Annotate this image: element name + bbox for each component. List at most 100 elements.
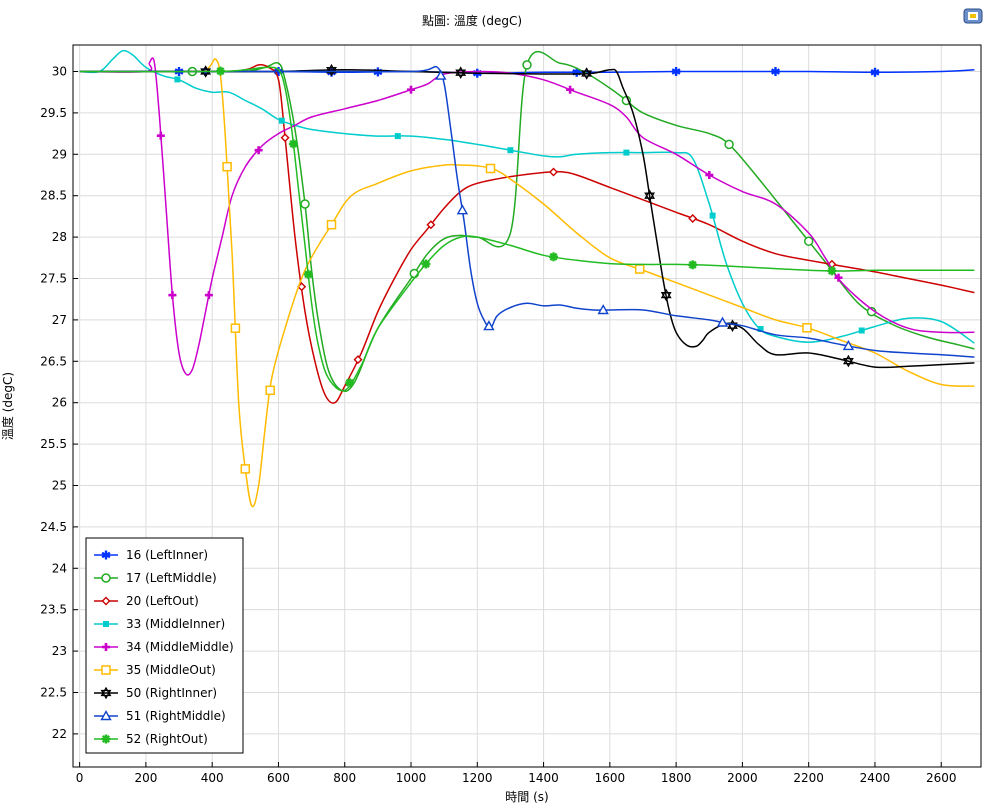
data-point-marker — [278, 117, 285, 124]
y-tick-label: 27 — [52, 313, 67, 327]
series-7 — [79, 65, 975, 358]
data-point-marker — [394, 133, 401, 140]
data-point-marker — [345, 378, 355, 388]
x-tick-label: 1000 — [396, 771, 427, 785]
data-point-marker — [724, 139, 734, 150]
y-tick-label: 24 — [52, 561, 67, 575]
legend-label: 20 (LeftOut) — [126, 594, 199, 608]
data-point-marker — [200, 65, 212, 78]
y-tick-label: 30 — [52, 64, 67, 78]
legend-label: 16 (LeftInner) — [126, 548, 208, 562]
legend-marker — [100, 686, 112, 700]
data-point-marker — [803, 236, 814, 246]
y-axis-label: 溫度 (degC) — [0, 372, 15, 440]
y-tick-label: 24.5 — [40, 520, 67, 534]
legend-item: 17 (LeftMiddle) — [94, 571, 217, 585]
series-line — [79, 49, 975, 344]
data-point-marker — [483, 320, 495, 331]
x-tick-label: 0 — [76, 771, 84, 785]
x-tick-label: 1200 — [462, 771, 493, 785]
y-tick-label: 22.5 — [40, 685, 67, 699]
legend-box — [85, 537, 244, 754]
data-point-marker — [566, 85, 575, 94]
legend: 16 (LeftInner) 17 (LeftMiddle) 20 (LeftOut… — [85, 537, 244, 754]
data-point-marker — [254, 146, 263, 155]
x-tick-label: 200 — [134, 771, 157, 785]
y-tick-label: 28 — [52, 230, 67, 244]
data-point-marker — [204, 291, 213, 300]
data-point-marker — [421, 259, 431, 269]
x-tick-label: 400 — [201, 771, 224, 785]
legend-marker — [101, 734, 111, 744]
x-tick-label: 2600 — [926, 771, 957, 785]
data-point-marker — [858, 327, 865, 334]
series-6 — [79, 63, 975, 369]
data-point-marker — [688, 260, 698, 270]
data-point-marker — [280, 133, 290, 143]
series-layer — [79, 49, 975, 508]
data-point-marker — [709, 212, 716, 219]
data-point-marker — [671, 67, 681, 76]
data-point-marker — [549, 167, 558, 177]
x-tick-label: 2200 — [793, 771, 824, 785]
legend-label: 33 (MiddleInner) — [126, 617, 225, 631]
export-image-button[interactable] — [963, 8, 983, 24]
legend-marker — [102, 643, 110, 651]
y-tick-label: 27.5 — [40, 271, 67, 285]
data-point-marker — [216, 66, 225, 76]
plot-frame — [72, 44, 982, 768]
x-tick-label: 800 — [333, 771, 356, 785]
legend-marker — [100, 710, 112, 721]
data-point-marker — [549, 252, 558, 262]
data-point-marker — [660, 288, 672, 302]
data-point-marker — [407, 85, 415, 94]
x-tick-label: 1600 — [595, 771, 626, 785]
data-point-marker — [757, 326, 764, 332]
y-tick-label: 29 — [52, 147, 67, 161]
data-point-marker — [842, 339, 855, 351]
legend-item: 20 (LeftOut) — [94, 594, 199, 608]
data-point-marker — [507, 147, 514, 154]
data-point-marker — [303, 269, 313, 279]
x-tick-label: 2000 — [727, 771, 758, 785]
y-tick-label: 23.5 — [40, 603, 67, 617]
chart-title: 點圖: 溫度 (degC) — [422, 13, 522, 28]
series-line — [79, 64, 975, 404]
axis-ticks: 0 200 400 600 800 1000 1200 1400 1600 1800 2000 220… — [40, 64, 956, 785]
data-point-marker — [156, 131, 165, 140]
data-point-marker — [870, 67, 880, 77]
x-tick-label: 1800 — [661, 771, 692, 785]
data-point-marker — [716, 316, 729, 327]
data-point-marker — [623, 149, 630, 156]
data-point-marker — [827, 266, 837, 276]
legend-label: 52 (RightOut) — [126, 732, 208, 746]
legend-item: 50 (RightInner) — [94, 686, 217, 700]
series-3 — [79, 49, 975, 344]
legend-item: 51 (RightMiddle) — [94, 709, 226, 723]
x-tick-label: 1400 — [528, 771, 559, 785]
data-point-marker — [174, 76, 181, 83]
series-4 — [79, 57, 975, 376]
data-point-marker — [456, 204, 469, 215]
legend-marker — [101, 573, 111, 583]
series-line — [79, 65, 975, 358]
y-tick-label: 29.5 — [40, 106, 67, 120]
data-point-marker — [300, 199, 310, 209]
legend-label: 51 (RightMiddle) — [126, 709, 226, 723]
data-point-marker — [802, 323, 812, 333]
y-tick-label: 26.5 — [40, 354, 67, 368]
y-tick-label: 26 — [52, 396, 67, 410]
y-tick-label: 23 — [52, 644, 67, 658]
data-point-marker — [426, 220, 436, 230]
series-8 — [79, 66, 975, 392]
data-point-marker — [168, 291, 177, 300]
series-line — [79, 58, 975, 508]
data-point-marker — [240, 464, 251, 474]
y-tick-label: 25.5 — [40, 437, 67, 451]
data-point-marker — [485, 163, 496, 174]
legend-item: 35 (MiddleOut) — [94, 663, 216, 677]
series-line — [79, 57, 975, 376]
data-point-marker — [435, 69, 447, 80]
series-2 — [79, 64, 975, 404]
